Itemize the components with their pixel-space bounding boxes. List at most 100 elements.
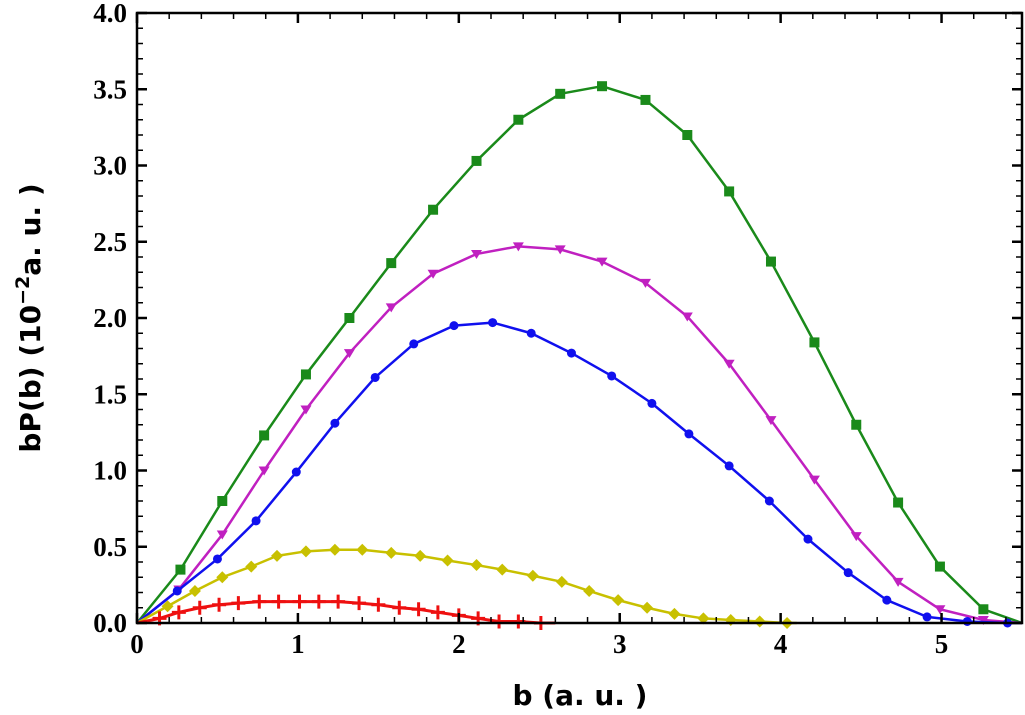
data-point-square: [513, 114, 524, 125]
data-point-circle: [172, 586, 182, 596]
series-line: [136, 548, 797, 625]
data-point-diamond: [496, 563, 509, 576]
series-layer: [136, 81, 1023, 630]
data-point-diamond: [697, 612, 710, 625]
data-point-square: [217, 496, 228, 506]
data-point-triangle-down: [554, 245, 566, 255]
data-point-circle: [409, 339, 419, 349]
data-point-circle: [764, 496, 774, 506]
series-line: [136, 84, 1023, 625]
y-tick-label: 0.5: [93, 532, 127, 562]
data-point-circle: [526, 328, 536, 338]
data-point-circle: [212, 554, 222, 564]
data-point-circle: [803, 534, 813, 544]
data-point-plus: [331, 594, 346, 609]
series-blue-circles: [136, 318, 1022, 628]
series-line: [136, 245, 1023, 625]
y-tick-label: 3.5: [93, 74, 127, 104]
data-point-triangle-down: [977, 615, 989, 625]
data-point-square: [809, 337, 820, 348]
series-line: [136, 600, 556, 625]
data-point-diamond: [328, 543, 341, 556]
data-point-circle: [962, 616, 972, 626]
data-point-plus: [371, 597, 386, 612]
data-point-diamond: [270, 549, 283, 562]
series-green-squares: [136, 81, 1023, 625]
data-point-triangle-down: [385, 303, 397, 313]
ticks-layer: 0.0 0.5 1.0 1.5 2.0 2.5 3.0 3.5 4.0 0 1 2 3 4 5: [93, 0, 1022, 659]
data-point-triangle-down: [216, 530, 228, 540]
data-point-square: [300, 369, 311, 380]
y-axis-label-main: bP(b) (10: [14, 305, 47, 453]
data-point-triangle-down: [639, 278, 651, 288]
data-point-circle: [647, 398, 657, 408]
data-point-plus: [352, 596, 367, 611]
x-tick-label: 3: [613, 629, 627, 659]
data-point-diamond: [668, 607, 681, 620]
series-yellow-diamonds: [136, 543, 797, 629]
data-point-diamond: [188, 584, 201, 597]
data-point-diamond: [612, 594, 625, 607]
plot-frame: [135, 11, 1024, 625]
data-point-circle: [607, 371, 617, 381]
data-point-triangle-down: [471, 249, 483, 259]
y-axis-label-sup: −2: [12, 276, 34, 305]
x-tick-label: 1: [291, 629, 305, 659]
data-point-diamond: [583, 584, 596, 597]
series-line: [136, 321, 1022, 625]
y-tick-label: 3.0: [93, 151, 127, 181]
x-tick-label: 5: [935, 629, 949, 659]
data-point-diamond: [441, 554, 454, 567]
data-point-triangle-down: [892, 577, 904, 587]
data-point-circle: [882, 595, 892, 605]
data-point-plus: [192, 600, 207, 615]
data-point-square: [555, 88, 566, 99]
data-point-circle: [488, 318, 498, 328]
data-point-circle: [566, 348, 576, 358]
data-point-triangle-down: [427, 269, 439, 279]
data-point-plus: [212, 597, 227, 612]
data-point-diamond: [555, 575, 568, 588]
x-tick-label: 4: [774, 629, 788, 659]
data-point-triangle-down: [934, 605, 946, 615]
series-red-crosses: [136, 594, 556, 630]
data-point-plus: [492, 614, 507, 629]
data-point-plus: [252, 594, 267, 609]
y-tick-label: 2.5: [93, 227, 127, 257]
data-point-diamond: [161, 600, 174, 613]
y-axis-label-tail: a. u. ): [14, 183, 47, 275]
data-point-plus: [271, 594, 286, 609]
data-point-circle: [684, 429, 694, 439]
data-point-square: [682, 130, 693, 140]
data-point-square: [259, 430, 270, 441]
y-tick-label: 4.0: [93, 0, 127, 28]
data-point-plus: [392, 600, 407, 615]
data-point-diamond: [299, 545, 312, 558]
data-point-square: [471, 155, 482, 166]
data-point-triangle-down: [300, 405, 312, 415]
data-point-plus: [311, 594, 326, 609]
y-tick-label: 1.0: [93, 456, 127, 486]
data-point-plus: [430, 605, 445, 620]
data-point-circle: [449, 321, 459, 331]
x-tick-label: 0: [130, 629, 144, 659]
data-point-diamond: [470, 559, 483, 572]
data-point-plus: [292, 594, 307, 609]
data-point-diamond: [216, 571, 229, 584]
data-point-triangle-down: [596, 257, 608, 267]
data-point-square: [640, 94, 651, 105]
data-point-square: [428, 204, 439, 215]
data-point-diamond: [641, 601, 654, 614]
data-point-circle: [370, 372, 380, 382]
data-point-square: [386, 258, 397, 269]
data-point-triangle-down: [723, 359, 735, 369]
data-point-square: [175, 564, 186, 575]
y-axis-label: bP(b) (10−2a. u. ): [12, 183, 47, 452]
data-point-square: [765, 256, 776, 267]
y-tick-label: 1.5: [93, 379, 127, 409]
data-point-diamond: [753, 615, 766, 628]
data-point-plus: [171, 605, 186, 620]
data-point-square: [724, 186, 735, 197]
data-point-plus: [411, 602, 426, 617]
